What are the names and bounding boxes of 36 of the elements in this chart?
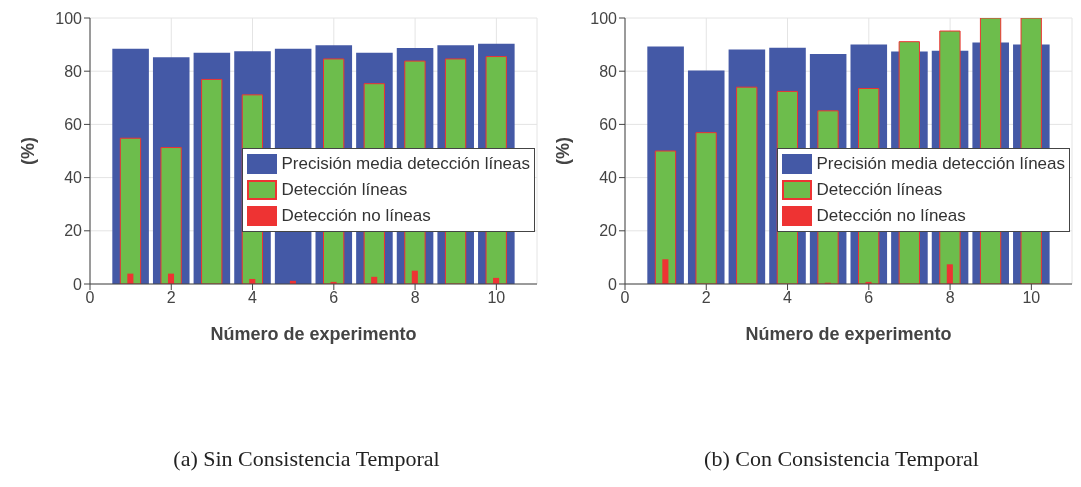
- x-tick-label: 10: [1022, 289, 1041, 307]
- legend-label: Precisión media detección líneas: [281, 154, 530, 174]
- x-tick-label: 6: [329, 289, 339, 307]
- x-tick-label: 0: [620, 289, 630, 307]
- x-tick-label: 0: [85, 289, 95, 307]
- y-tick-label: 40: [64, 169, 83, 187]
- legend-label: Precisión media detección líneas: [816, 154, 1065, 174]
- y-tick-label: 0: [73, 275, 83, 293]
- y-tick-label: 100: [55, 9, 83, 27]
- y-tick-label: 100: [590, 9, 618, 27]
- y-tick-label: 20: [599, 222, 618, 240]
- y-tick-label: 80: [64, 62, 83, 80]
- legend-label: Detección no líneas: [281, 206, 431, 226]
- x-tick-label: 4: [783, 289, 793, 307]
- x-tick-label: 8: [410, 289, 420, 307]
- y-tick-label: 20: [64, 222, 83, 240]
- x-axis-title: Número de experimento: [210, 324, 417, 344]
- x-tick-label: 10: [487, 289, 506, 307]
- x-axis-title: Número de experimento: [745, 324, 952, 344]
- x-tick-label: 4: [248, 289, 258, 307]
- text: (a) Sin Consistencia Temporal: [172, 446, 441, 472]
- y-tick-label: 40: [599, 169, 618, 187]
- x-tick-label: 2: [166, 289, 176, 307]
- legend-label: Detección líneas: [281, 180, 408, 200]
- y-axis-title: (%): [18, 137, 39, 165]
- y-tick-label: 80: [599, 62, 618, 80]
- x-tick-label: 8: [945, 289, 955, 307]
- text: (b) Con Consistencia Temporal: [703, 446, 980, 472]
- y-tick-label: 60: [64, 116, 83, 134]
- legend-label: Detección líneas: [816, 180, 943, 200]
- y-tick-label: 60: [599, 116, 618, 134]
- y-axis-title: (%): [553, 137, 574, 165]
- x-tick-label: 2: [701, 289, 711, 307]
- x-tick-label: 6: [864, 289, 874, 307]
- legend-label: Detección no líneas: [816, 206, 966, 226]
- y-tick-label: 0: [608, 275, 618, 293]
